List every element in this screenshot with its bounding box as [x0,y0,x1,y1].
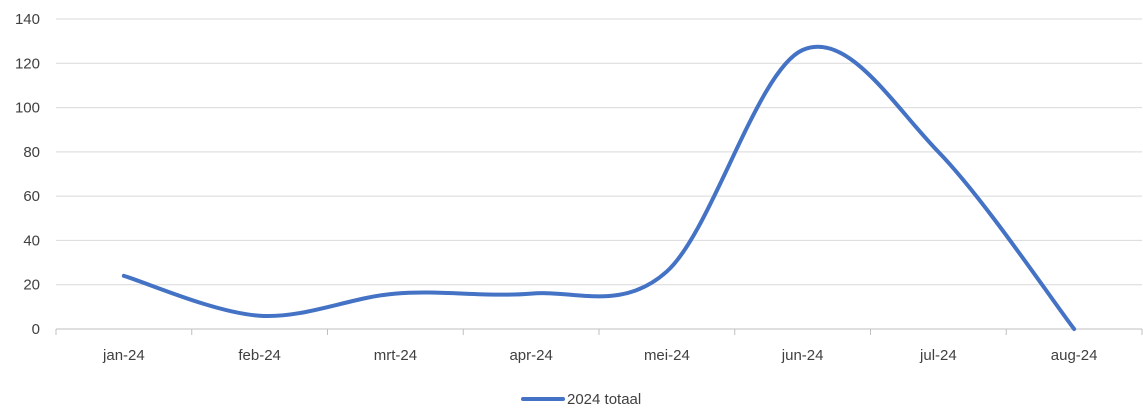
x-tick-label: mrt-24 [374,347,417,364]
y-tick-label: 140 [15,11,40,28]
y-axis: 0 20 40 60 80 100 120 140 [15,11,40,338]
y-tick-label: 60 [23,188,40,205]
legend: 2024 totaal [521,391,641,408]
y-tick-label: 20 [23,277,40,294]
y-tick-label: 40 [23,232,40,249]
y-tick-label: 100 [15,100,40,117]
x-tick-label: jan-24 [102,347,145,364]
x-tick-label: feb-24 [238,347,281,364]
x-tick-label: aug-24 [1051,347,1098,364]
series-lines [121,44,1077,331]
x-tick-label: apr-24 [509,347,552,364]
y-tick-label: 80 [23,144,40,161]
gridlines [56,18,1142,330]
series-line [121,44,1077,331]
x-tick-label: mei-24 [644,347,690,364]
y-tick-label: 120 [15,55,40,72]
x-tick-label: jul-24 [919,347,957,364]
x-axis: jan-24 feb-24 mrt-24 apr-24 mei-24 jun-24 jul-… [55,329,1143,364]
legend-label: 2024 totaal [567,391,641,408]
x-tick-label: jun-24 [781,347,824,364]
y-tick-label: 0 [32,321,40,338]
